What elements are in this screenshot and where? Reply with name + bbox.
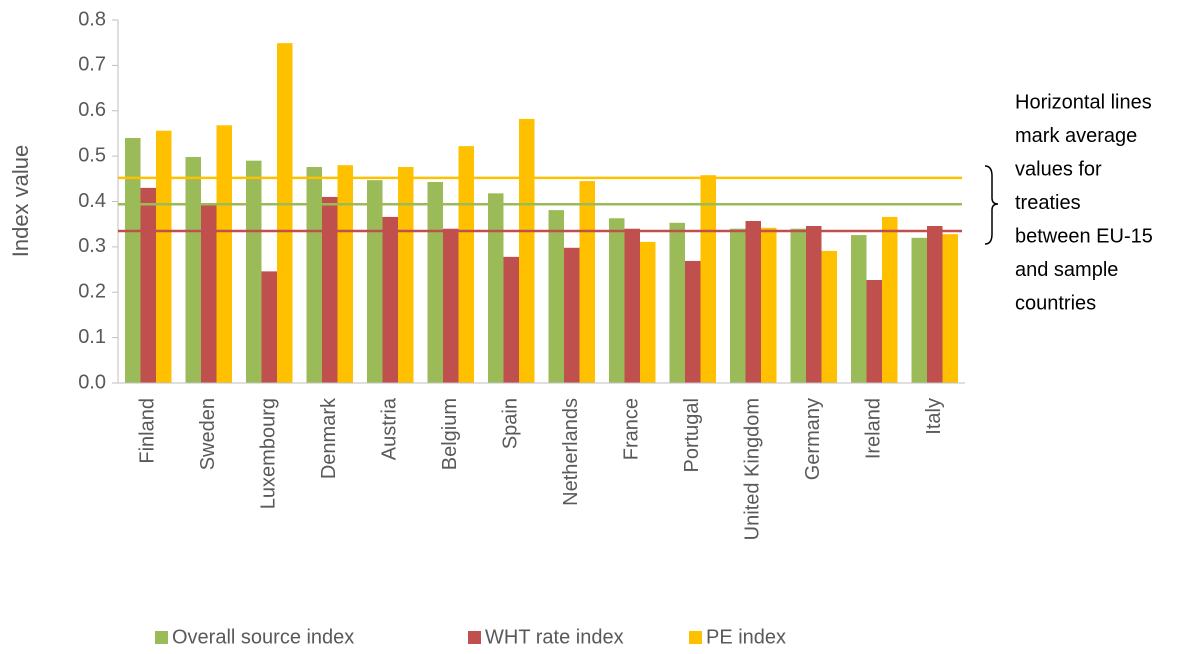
x-tick-label: Sweden bbox=[197, 398, 219, 470]
legend-swatch bbox=[155, 631, 168, 644]
x-tick-label: Finland bbox=[137, 398, 159, 464]
annotation-text: values for bbox=[1015, 158, 1102, 180]
bar bbox=[942, 234, 958, 383]
bar bbox=[140, 187, 156, 383]
annotation-text: and sample bbox=[1015, 259, 1118, 281]
y-tick-label: 0.3 bbox=[78, 235, 106, 257]
bar bbox=[337, 165, 353, 383]
bar bbox=[261, 271, 277, 383]
bar bbox=[927, 226, 943, 383]
x-tick-label: Denmark bbox=[318, 397, 340, 479]
x-tick-label: Italy bbox=[923, 398, 945, 435]
bar bbox=[730, 228, 746, 383]
bar bbox=[185, 157, 201, 383]
x-tick-label: Spain bbox=[500, 398, 522, 449]
legend-label: Overall source index bbox=[172, 626, 354, 648]
bar bbox=[443, 228, 459, 383]
x-tick-label: United Kingdom bbox=[742, 398, 764, 540]
y-tick-label: 0.0 bbox=[78, 371, 106, 393]
bar bbox=[821, 250, 837, 383]
y-tick-label: 0.6 bbox=[78, 99, 106, 121]
bar bbox=[246, 160, 262, 383]
legend-label: WHT rate index bbox=[485, 626, 624, 648]
annotation-text: countries bbox=[1015, 292, 1096, 314]
bar bbox=[398, 167, 414, 383]
annotation-text: Horizontal lines bbox=[1015, 91, 1152, 113]
legend-swatch bbox=[689, 631, 702, 644]
bar bbox=[911, 237, 927, 383]
y-tick-label: 0.1 bbox=[78, 326, 106, 348]
x-tick-label: Netherlands bbox=[560, 398, 582, 506]
annotation-bracket bbox=[984, 165, 999, 245]
bar bbox=[277, 43, 293, 384]
bar bbox=[624, 228, 640, 383]
y-tick-label: 0.7 bbox=[78, 54, 106, 76]
y-tick-label: 0.4 bbox=[78, 190, 106, 212]
x-tick-label: Austria bbox=[379, 397, 401, 460]
bar bbox=[427, 181, 443, 383]
bar bbox=[548, 210, 564, 383]
bar bbox=[761, 227, 777, 383]
y-tick-label: 0.8 bbox=[78, 8, 106, 30]
legend-label: PE index bbox=[706, 626, 786, 648]
bar bbox=[382, 216, 398, 383]
x-tick-label: Luxembourg bbox=[258, 398, 280, 509]
x-tick-label: Portugal bbox=[681, 398, 703, 473]
bar bbox=[322, 196, 338, 383]
bar bbox=[503, 256, 519, 383]
bar bbox=[367, 180, 383, 383]
bar bbox=[609, 218, 625, 383]
annotation-text: treaties bbox=[1015, 192, 1081, 214]
x-tick-label: Ireland bbox=[863, 398, 885, 459]
x-tick-label: Germany bbox=[802, 398, 824, 480]
bar bbox=[125, 137, 141, 383]
bar bbox=[806, 226, 822, 383]
bar bbox=[866, 279, 882, 383]
x-tick-label: France bbox=[621, 398, 643, 460]
bar bbox=[851, 235, 867, 383]
bar bbox=[579, 181, 595, 383]
annotation-text: mark average bbox=[1015, 125, 1137, 147]
bar bbox=[700, 175, 716, 383]
bar bbox=[790, 228, 806, 383]
bar bbox=[640, 241, 656, 383]
y-tick-label: 0.2 bbox=[78, 281, 106, 303]
bar bbox=[488, 193, 504, 383]
bar bbox=[156, 130, 172, 383]
legend-swatch bbox=[468, 631, 481, 644]
bar bbox=[564, 247, 580, 383]
bar bbox=[745, 221, 761, 383]
y-tick-label: 0.5 bbox=[78, 144, 106, 166]
bar bbox=[685, 260, 701, 383]
bar bbox=[519, 118, 535, 383]
y-axis-label: Index value bbox=[8, 145, 33, 258]
bar bbox=[201, 205, 217, 383]
bar bbox=[882, 216, 898, 383]
annotation-text: between EU-15 bbox=[1015, 225, 1153, 247]
bar bbox=[216, 125, 232, 384]
bar bbox=[306, 167, 322, 383]
bar bbox=[669, 222, 685, 383]
bar bbox=[458, 146, 474, 383]
x-tick-label: Belgium bbox=[439, 398, 461, 470]
